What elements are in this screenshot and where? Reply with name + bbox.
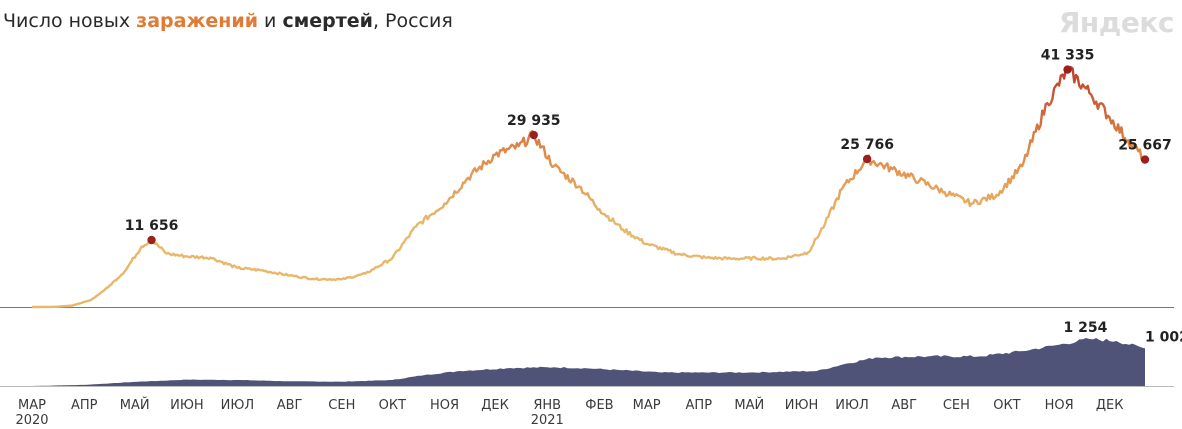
x-tick-label: ОКТ (379, 398, 406, 413)
x-tick-label: НОЯ (1045, 398, 1074, 413)
deaths-annotation-label: 1 254 (1064, 320, 1108, 336)
deaths-chart: 1 254 1 002 (0, 307, 1182, 387)
x-tick-label: АВГ (277, 398, 303, 413)
cases-annotation-label: 41 335 (1041, 48, 1095, 64)
cases-annotation-label: 11 656 (125, 218, 179, 234)
x-tick-label: НОЯ (430, 398, 459, 413)
x-tick-label: МАЙ (734, 397, 764, 413)
x-tick-label: АВГ (891, 398, 917, 413)
x-tick-year: 2020 (15, 413, 48, 428)
title-suffix: , Россия (372, 10, 453, 32)
title-cases-word: заражений (136, 10, 259, 32)
chart-title: Число новых заражений и смертей, Россия (3, 10, 453, 32)
title-deaths-word: смертей (282, 10, 373, 32)
x-tick-label: МАЙ (120, 397, 150, 413)
x-tick-label: ДЕК (481, 398, 509, 413)
x-tick-label: МАР (18, 398, 46, 413)
x-tick-label: АПР (686, 398, 713, 413)
cases-annotation-label: 25 766 (840, 137, 894, 153)
cases-peak-point[interactable] (1140, 155, 1150, 164)
cases-peak-point[interactable] (529, 130, 538, 140)
x-tick-label: ИЮН (785, 398, 819, 413)
yandex-logo: Яндекс (1058, 6, 1175, 39)
x-tick-label: СЕН (943, 398, 970, 413)
cases-line (32, 66, 1146, 309)
x-tick-label: ИЮЛ (221, 398, 255, 413)
deaths-area (32, 338, 1145, 386)
cases-annotation-label: 29 935 (507, 113, 561, 129)
deaths-annotation-label: 1 002 (1145, 329, 1182, 345)
x-tick-label: ФЕВ (585, 398, 613, 413)
x-tick-label: ИЮН (170, 398, 204, 413)
cases-peak-point[interactable] (1063, 65, 1072, 74)
x-tick-label: АПР (71, 398, 98, 413)
cases-peak-point[interactable] (862, 154, 872, 164)
x-tick-label: СЕН (328, 398, 355, 413)
title-middle: и (258, 10, 283, 32)
x-tick-label: ИЮЛ (835, 398, 869, 413)
x-tick-label: ЯНВ (533, 398, 561, 413)
cases-chart: 11 656 29 935 25 766 41 335 25 667 (32, 48, 1172, 309)
x-tick-year: 2021 (531, 413, 564, 428)
x-tick-label: ДЕК (1096, 398, 1124, 413)
x-tick-label: ОКТ (993, 398, 1020, 413)
cases-annotation-label: 25 667 (1118, 138, 1172, 154)
x-tick-label: МАР (633, 398, 661, 413)
cases-peak-point[interactable] (147, 235, 156, 245)
title-prefix: Число новых (3, 10, 137, 32)
